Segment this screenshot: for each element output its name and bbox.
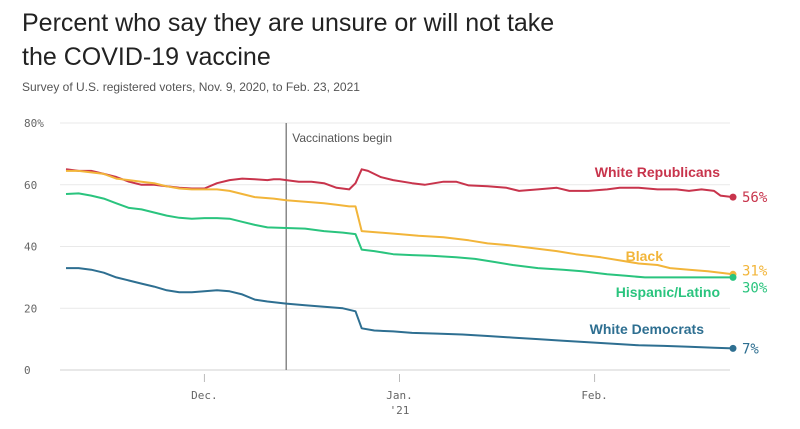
white-republicans-endpoint [729, 193, 737, 201]
y-tick-label: 80% [24, 117, 44, 130]
chart-title: Percent who say they are unsure or will … [22, 9, 555, 71]
y-tick-label: 40 [24, 241, 37, 254]
x-tick-sublabel: '21 [390, 404, 410, 417]
white-republicans-label: White Republicans [595, 164, 720, 180]
white-democrats-end-value: 7% [742, 341, 759, 357]
hispanic-latino-line [65, 192, 733, 279]
white-republicans-end-value: 56% [742, 190, 768, 206]
y-tick-label: 20 [24, 302, 37, 315]
black-line [66, 169, 734, 276]
x-tick-label: Dec. [191, 389, 218, 402]
vaccination-annotation-label: Vaccinations begin [292, 131, 392, 145]
x-tick-label: Feb. [581, 389, 608, 402]
y-tick-label: 0 [24, 364, 31, 377]
white-democrats-label: White Democrats [590, 321, 705, 337]
black-end-value: 31% [742, 263, 768, 279]
series-lines [65, 168, 737, 352]
hispanic-latino-label: Hispanic/Latino [616, 284, 720, 300]
chart-subtitle: Survey of U.S. registered voters, Nov. 9… [22, 80, 360, 94]
white-democrats-endpoint [729, 344, 737, 352]
hispanic-latino-end-value: 30% [742, 280, 768, 296]
black-label: Black [626, 248, 664, 264]
y-axis-ticks: 80% 60 40 20 0 [24, 117, 44, 377]
x-axis-ticks: Dec. Jan. '21 Feb. [191, 374, 608, 417]
y-tick-label: 60 [24, 179, 37, 192]
series-labels: White Republicans 56% Black 31% Hispanic/Lat… [590, 164, 768, 357]
x-tick-label: Jan. [386, 389, 413, 402]
grid-lines [60, 122, 730, 371]
vaccination-annotation: Vaccinations begin [285, 123, 392, 370]
white-democrats-line [66, 267, 734, 350]
hispanic-latino-endpoint [729, 273, 737, 281]
